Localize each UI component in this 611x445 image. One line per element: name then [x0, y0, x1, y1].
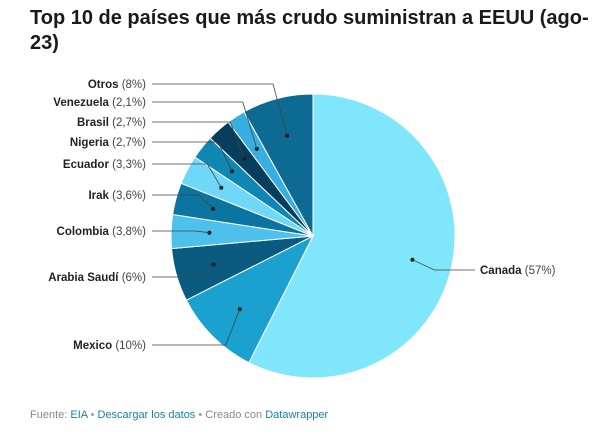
label-canada: Canada (57%) [480, 265, 556, 277]
leader-dot [219, 185, 224, 190]
footer-separator: • [90, 409, 95, 421]
label-arabia-saudi: Arabia Saudí (6%) [48, 272, 146, 284]
leader-line [412, 259, 475, 271]
label-venezuela: Venezuela (2,1%) [53, 97, 146, 109]
slice-canada[interactable] [248, 93, 456, 379]
chart-footer: Fuente: EIA • Descargar los datos • Crea… [30, 409, 328, 421]
datawrapper-link[interactable]: Datawrapper [265, 409, 329, 421]
label-brasil: Brasil (2,7%) [77, 117, 146, 129]
label-otros: Otros (8%) [88, 79, 146, 91]
leader-line [152, 230, 210, 234]
slice-mexico[interactable] [185, 234, 315, 364]
leader-dot [242, 156, 247, 161]
pie-leader-lines [152, 83, 475, 346]
leader-line [152, 309, 241, 346]
chart-title: Top 10 de países que más crudo suministr… [30, 7, 589, 54]
label-colombia: Colombia (3,8%) [57, 226, 147, 238]
slice-otros[interactable] [243, 93, 314, 238]
leader-line [152, 264, 214, 278]
footer-separator: • [198, 409, 203, 421]
download-data-link[interactable]: Descargar los datos [97, 409, 196, 421]
created-with-label: Creado con [205, 409, 263, 421]
leader-line [152, 121, 245, 159]
leader-line [152, 194, 214, 209]
label-ecuador: Ecuador (3,3%) [63, 159, 146, 171]
source-link[interactable]: EIA [70, 409, 88, 421]
leader-line [152, 163, 222, 188]
source-label: Fuente: [30, 409, 68, 421]
leader-dot [254, 146, 259, 151]
label-irak: Irak (3,6%) [88, 190, 146, 202]
label-mexico: Mexico (10%) [73, 340, 146, 352]
leader-line [152, 83, 288, 136]
pie-labels: Canada (57%) Mexico (10%) Arabia Saudí (6%… [48, 79, 555, 352]
leader-dot [285, 133, 290, 138]
label-nigeria: Nigeria (2,7%) [70, 137, 146, 149]
leader-line [152, 141, 233, 172]
leader-line [152, 101, 258, 150]
pie-slices [170, 93, 456, 379]
